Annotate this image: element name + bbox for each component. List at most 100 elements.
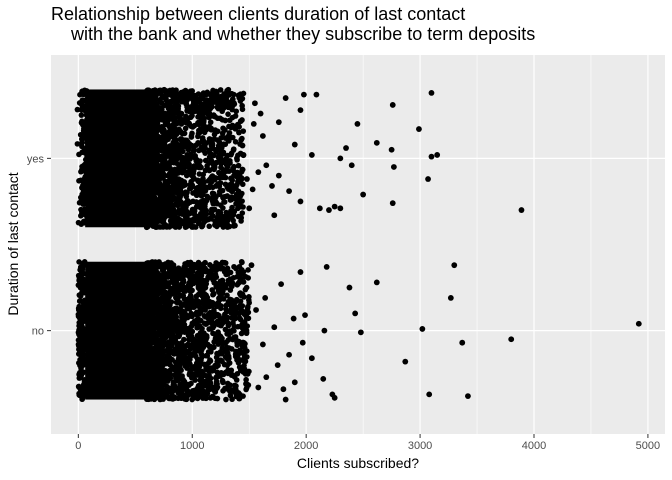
dense-point (215, 339, 221, 345)
x-tick-label: 4000 (522, 440, 546, 452)
y-tick-label: no (32, 326, 44, 338)
data-point (354, 121, 361, 127)
dense-point (219, 345, 226, 351)
dense-point (83, 112, 90, 118)
dense-point (166, 388, 172, 395)
dense-point (219, 172, 225, 179)
dense-point (178, 218, 185, 224)
data-point (337, 155, 344, 162)
data-point (199, 146, 206, 153)
data-point (263, 162, 270, 169)
dense-point (237, 141, 243, 147)
dense-point (160, 360, 166, 367)
dense-point (222, 127, 228, 133)
data-point (360, 191, 367, 198)
dense-point (152, 178, 159, 185)
dense-point (228, 367, 235, 374)
data-point (320, 375, 327, 382)
dense-point (195, 203, 202, 209)
dense-point (213, 374, 220, 380)
y-tick-label: yes (27, 153, 45, 165)
dense-point (214, 115, 221, 122)
dense-point (238, 292, 244, 299)
dense-point (180, 382, 187, 388)
dense-point (212, 164, 218, 170)
dense-point (217, 265, 224, 272)
dense-point (196, 130, 203, 136)
data-point (352, 310, 359, 317)
dense-point (190, 174, 197, 181)
dense-point (211, 290, 217, 297)
dense-point (200, 191, 206, 198)
dense-point (149, 115, 156, 122)
dense-point (186, 106, 192, 113)
dense-point (196, 171, 203, 177)
dense-point (224, 87, 230, 94)
dense-point (233, 108, 240, 115)
dense-point (157, 394, 164, 400)
dense-point (145, 209, 151, 215)
data-point (275, 172, 282, 179)
data-point (297, 269, 304, 275)
dense-point (81, 303, 88, 309)
dense-point (195, 298, 202, 305)
data-point (257, 110, 264, 117)
data-point (274, 362, 281, 368)
dense-point (156, 97, 163, 103)
dense-point (186, 280, 192, 286)
dense-point (155, 330, 161, 337)
dense-point (154, 169, 161, 176)
dense-point (150, 331, 157, 338)
dense-point (203, 365, 209, 371)
data-point (326, 207, 332, 213)
dense-point (172, 387, 178, 393)
dense-point (159, 143, 166, 150)
data-point (198, 370, 205, 377)
dense-point (232, 311, 238, 317)
data-point (253, 307, 259, 313)
dense-point (228, 346, 235, 352)
dense-point (225, 354, 232, 361)
data-point (389, 102, 396, 108)
dense-point (78, 266, 85, 273)
dense-point (222, 326, 229, 333)
data-point (434, 152, 441, 158)
dense-point (209, 299, 216, 306)
dense-point (166, 89, 172, 96)
dense-point (199, 325, 205, 332)
data-point (299, 339, 306, 346)
dense-point (76, 100, 83, 106)
dense-point (217, 87, 224, 93)
dense-point (156, 299, 163, 306)
dense-point (203, 184, 209, 191)
dense-point (202, 307, 208, 313)
dense-point (232, 334, 239, 340)
dense-point (187, 153, 194, 160)
dense-point (228, 175, 234, 182)
dense-point (206, 343, 213, 350)
dense-point (78, 329, 85, 335)
dense-point (208, 178, 215, 185)
dense-point (76, 309, 83, 316)
dense-point (180, 148, 186, 155)
dense-point (171, 189, 178, 196)
data-point (220, 214, 226, 220)
dense-point (162, 289, 169, 296)
dense-point (148, 350, 154, 357)
dense-point (153, 112, 159, 119)
data-point (204, 108, 210, 115)
dense-point (228, 283, 235, 290)
data-point (214, 358, 221, 365)
dense-point (143, 265, 150, 272)
dense-point (188, 323, 195, 330)
dense-point (144, 311, 150, 317)
dense-point (244, 305, 251, 312)
dense-point (168, 289, 175, 296)
dense-point (226, 117, 233, 124)
dense-point (211, 131, 218, 138)
data-point (348, 162, 355, 169)
data-point (250, 121, 257, 127)
dense-point (175, 119, 181, 126)
dense-point (235, 92, 242, 99)
dense-point (242, 286, 249, 293)
